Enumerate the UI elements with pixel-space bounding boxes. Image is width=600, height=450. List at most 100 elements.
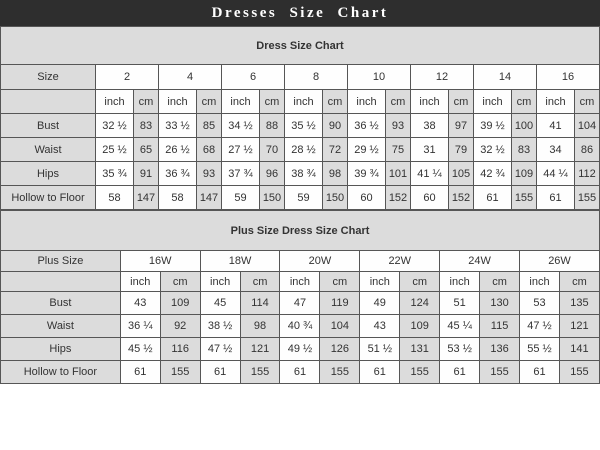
inch-value-cell: 29 ½ <box>347 137 386 162</box>
cm-value-cell: 65 <box>133 137 159 162</box>
measurement-row-label: Hips <box>0 161 96 186</box>
inch-value-cell: 58 <box>95 185 134 210</box>
measurement-row-label: Waist <box>0 314 121 338</box>
inch-value-cell: 58 <box>158 185 197 210</box>
inch-value-cell: 33 ½ <box>158 113 197 138</box>
cm-value-cell: 155 <box>574 185 600 210</box>
cm-value-cell: 152 <box>448 185 474 210</box>
cm-value-cell: 85 <box>196 113 222 138</box>
unit-cm-label: cm <box>574 89 600 114</box>
inch-value-cell: 47 ½ <box>199 337 241 361</box>
inch-value-cell: 53 ½ <box>439 337 481 361</box>
size-column-header: 16W <box>119 250 201 272</box>
inch-value-cell: 61 <box>359 360 401 384</box>
unit-cm-label: cm <box>558 271 600 292</box>
cm-value-cell: 101 <box>385 161 411 186</box>
inch-value-cell: 61 <box>536 185 575 210</box>
measurement-row-label: Hips <box>0 337 121 361</box>
size-label-header: Size <box>0 64 96 90</box>
cm-value-cell: 130 <box>479 291 521 315</box>
cm-value-cell: 155 <box>319 360 361 384</box>
inch-value-cell: 25 ½ <box>95 137 134 162</box>
cm-value-cell: 98 <box>322 161 348 186</box>
cm-value-cell: 90 <box>322 113 348 138</box>
inch-value-cell: 53 <box>519 291 560 315</box>
unit-inch-label: inch <box>279 271 321 292</box>
unit-cm-label: cm <box>385 89 411 114</box>
cm-value-cell: 124 <box>399 291 441 315</box>
cm-value-cell: 109 <box>399 314 441 338</box>
cm-value-cell: 155 <box>159 360 201 384</box>
inch-value-cell: 32 ½ <box>95 113 134 138</box>
inch-value-cell: 61 <box>473 185 512 210</box>
inch-value-cell: 60 <box>347 185 386 210</box>
cm-value-cell: 121 <box>239 337 281 361</box>
cm-value-cell: 109 <box>159 291 201 315</box>
size-column-header: 14 <box>473 64 537 90</box>
inch-value-cell: 34 <box>536 137 575 162</box>
cm-value-cell: 155 <box>479 360 521 384</box>
cm-value-cell: 72 <box>322 137 348 162</box>
unit-inch-label: inch <box>284 89 323 114</box>
unit-inch-label: inch <box>519 271 560 292</box>
measurement-row-label: Hollow to Floor <box>0 185 96 210</box>
size-charts-content: Dress Size Chart Size 2 4 6 8 10 12 14 16 inch cm in… <box>0 26 600 384</box>
unit-inch-label: inch <box>347 89 386 114</box>
inch-value-cell: 26 ½ <box>158 137 197 162</box>
cm-value-cell: 92 <box>159 314 201 338</box>
cm-value-cell: 136 <box>479 337 521 361</box>
cm-value-cell: 83 <box>133 113 159 138</box>
inch-value-cell: 39 ¾ <box>347 161 386 186</box>
size-column-header: 8 <box>284 64 348 90</box>
inch-value-cell: 61 <box>519 360 560 384</box>
measurement-row-label: Bust <box>0 291 121 315</box>
measurement-row-label: Waist <box>0 137 96 162</box>
inch-value-cell: 49 ½ <box>279 337 321 361</box>
cm-value-cell: 105 <box>448 161 474 186</box>
inch-value-cell: 61 <box>439 360 481 384</box>
cm-value-cell: 119 <box>319 291 361 315</box>
page-title: Dresses Size Chart <box>211 4 389 21</box>
cm-value-cell: 126 <box>319 337 361 361</box>
size-column-header: 10 <box>347 64 411 90</box>
cm-value-cell: 152 <box>385 185 411 210</box>
cm-value-cell: 91 <box>133 161 159 186</box>
cm-value-cell: 114 <box>239 291 281 315</box>
inch-value-cell: 27 ½ <box>221 137 260 162</box>
plus-size-dress-size-chart-table: Plus Size Dress Size Chart Plus Size 16W 18… <box>0 210 600 384</box>
inch-value-cell: 51 <box>439 291 481 315</box>
inch-value-cell: 59 <box>284 185 323 210</box>
unit-cm-label: cm <box>322 89 348 114</box>
size-column-header: 20W <box>279 250 361 272</box>
inch-value-cell: 42 ¾ <box>473 161 512 186</box>
inch-value-cell: 47 ½ <box>519 314 560 338</box>
inch-value-cell: 59 <box>221 185 260 210</box>
cm-value-cell: 104 <box>319 314 361 338</box>
inch-value-cell: 36 ½ <box>347 113 386 138</box>
inch-value-cell: 43 <box>359 314 401 338</box>
measurement-row-label: Bust <box>0 113 96 138</box>
inch-value-cell: 31 <box>410 137 449 162</box>
inch-value-cell: 32 ½ <box>473 137 512 162</box>
unit-inch-label: inch <box>439 271 481 292</box>
size-column-header: 12 <box>410 64 474 90</box>
unit-inch-label: inch <box>536 89 575 114</box>
size-column-header: 22W <box>359 250 441 272</box>
cm-value-cell: 97 <box>448 113 474 138</box>
cm-value-cell: 147 <box>196 185 222 210</box>
unit-inch-label: inch <box>158 89 197 114</box>
cm-value-cell: 100 <box>511 113 537 138</box>
cm-value-cell: 147 <box>133 185 159 210</box>
cm-value-cell: 155 <box>558 360 600 384</box>
unit-cm-label: cm <box>239 271 281 292</box>
unit-cm-label: cm <box>196 89 222 114</box>
inch-value-cell: 51 ½ <box>359 337 401 361</box>
inch-value-cell: 35 ¾ <box>95 161 134 186</box>
inch-value-cell: 38 <box>410 113 449 138</box>
inch-value-cell: 36 ¾ <box>158 161 197 186</box>
inch-value-cell: 61 <box>199 360 241 384</box>
unit-inch-label: inch <box>410 89 449 114</box>
cm-value-cell: 79 <box>448 137 474 162</box>
cm-value-cell: 104 <box>574 113 600 138</box>
inch-value-cell: 47 <box>279 291 321 315</box>
